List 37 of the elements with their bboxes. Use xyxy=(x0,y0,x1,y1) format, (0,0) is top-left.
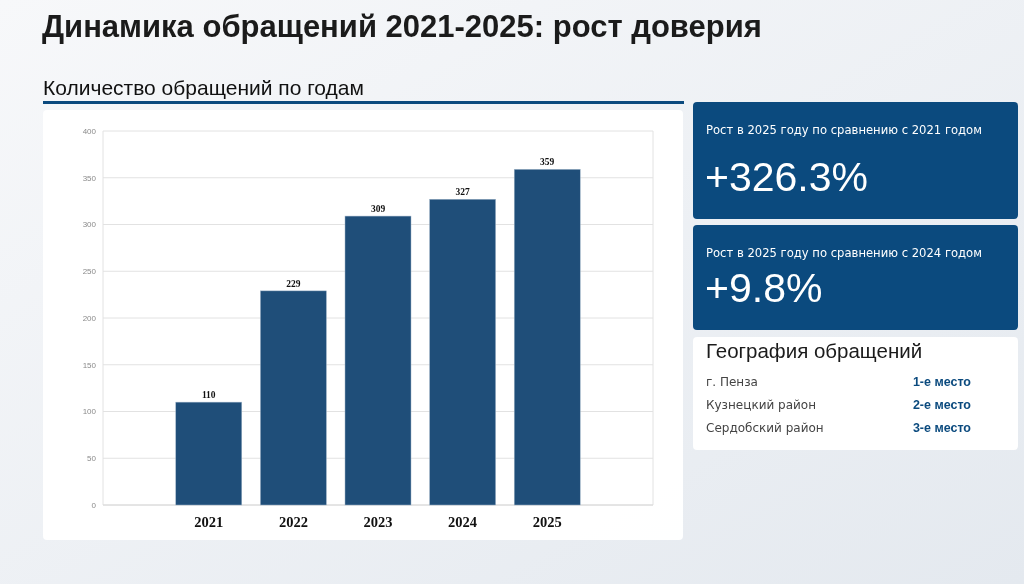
chart-title: Динамика обращений 2021-2025: рост доверия xyxy=(42,9,762,44)
data-label: 229 xyxy=(286,278,301,289)
text: +9.8% xyxy=(705,265,823,311)
text: Рост в 2025 году по сравнению с 2024 годом xyxy=(706,246,982,260)
y-tick-label: 100 xyxy=(82,407,97,417)
y-tick-label: 200 xyxy=(82,313,97,323)
bar xyxy=(175,401,243,506)
text: 1-е место xyxy=(912,375,972,389)
data-label: 309 xyxy=(370,204,386,215)
x-tick-label: 2023 xyxy=(363,514,393,530)
bar xyxy=(344,215,412,506)
bar xyxy=(429,199,496,506)
x-tick-label: 2021 xyxy=(194,514,224,530)
text: Кузнецкий район xyxy=(706,398,817,412)
y-tick-label: 50 xyxy=(87,454,97,464)
y-tick-label: 400 xyxy=(82,126,97,136)
y-tick-label: 250 xyxy=(82,267,97,277)
x-tick-label: 2022 xyxy=(278,514,308,530)
text: 2-е место xyxy=(912,398,972,412)
y-tick-label: 150 xyxy=(82,360,97,370)
text: +326.3% xyxy=(705,154,868,200)
data-label: 110 xyxy=(201,390,216,401)
data-label: 359 xyxy=(540,157,555,168)
text: г. Пенза xyxy=(706,375,758,389)
y-tick-label: 300 xyxy=(82,220,97,230)
text: Рост в 2025 году по сравнению с 2021 годом xyxy=(706,123,982,137)
chart-subtitle: Количество обращений по годам xyxy=(43,76,364,99)
x-tick-label: 2024 xyxy=(448,514,478,530)
bar xyxy=(260,290,327,506)
x-tick-label: 2025 xyxy=(532,514,562,530)
text: Сердобский район xyxy=(706,421,824,435)
y-tick-label: 0 xyxy=(91,500,97,510)
text: География обращений xyxy=(706,339,923,362)
y-tick-label: 350 xyxy=(82,173,97,183)
bar xyxy=(513,169,581,506)
data-label: 327 xyxy=(455,187,470,198)
text: 3-е место xyxy=(912,421,972,435)
